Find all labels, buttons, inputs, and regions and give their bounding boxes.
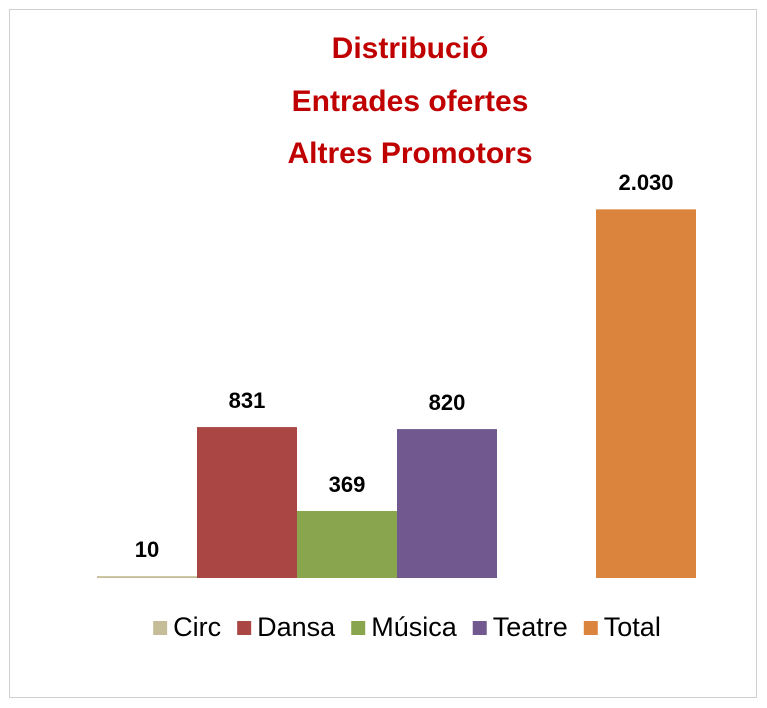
legend-swatch <box>153 621 168 635</box>
legend-swatch <box>237 621 252 635</box>
chart-title: Entrades ofertes <box>292 85 529 118</box>
legend-label: Teatre <box>493 612 568 642</box>
bar <box>97 576 197 578</box>
bar <box>297 510 397 578</box>
bar <box>596 209 696 579</box>
legend-label: Dansa <box>257 612 336 642</box>
data-label: 369 <box>329 472 366 497</box>
legend-label: Circ <box>173 612 221 642</box>
bar <box>397 429 497 578</box>
legend-swatch <box>472 621 487 635</box>
legend-label: Música <box>371 612 458 642</box>
data-label: 10 <box>135 537 159 562</box>
data-label: 2.030 <box>618 170 673 195</box>
chart-title: Altres Promotors <box>287 137 532 170</box>
legend-swatch <box>583 621 598 635</box>
chart-title: Distribució <box>332 32 489 65</box>
legend-label: Total <box>604 612 661 642</box>
legend-swatch <box>351 621 366 635</box>
data-label: 831 <box>229 388 266 413</box>
data-label: 820 <box>429 390 466 415</box>
bar <box>197 427 297 578</box>
